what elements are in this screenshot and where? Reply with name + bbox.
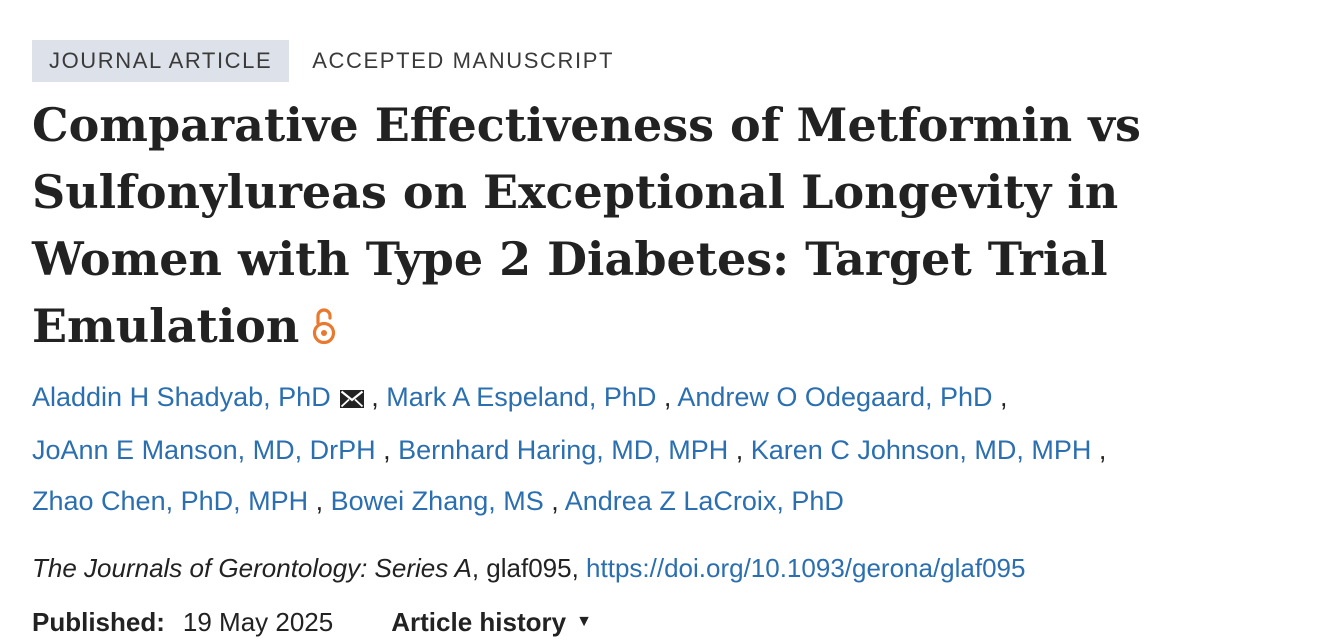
author-list: Aladdin H Shadyab, PhD , Mark A Espeland…: [32, 372, 1292, 527]
open-access-lock-icon: [311, 297, 337, 364]
author-link[interactable]: JoAnn E Manson, MD, DrPH: [32, 435, 376, 465]
published-date: 19 May 2025: [182, 607, 334, 637]
manuscript-status-label: ACCEPTED MANUSCRIPT: [312, 48, 615, 73]
caret-down-icon: ▼: [576, 613, 592, 630]
author-link[interactable]: Zhao Chen, PhD, MPH: [32, 486, 309, 516]
author-link[interactable]: Bowei Zhang, MS: [330, 486, 544, 516]
author-separator: ,: [375, 435, 399, 465]
author-separator: ,: [728, 435, 751, 465]
author-link[interactable]: Andrew O Odegaard, PhD: [677, 382, 993, 412]
published-label: Published:: [32, 607, 165, 637]
envelope-icon[interactable]: [339, 374, 364, 425]
author-separator: ,: [656, 382, 678, 412]
article-id: , glaf095,: [471, 553, 587, 583]
author-link[interactable]: Mark A Espeland, PhD: [386, 382, 657, 412]
author-link[interactable]: Andrea Z LaCroix, PhD: [564, 486, 844, 516]
article-title: Comparative Effectiveness of Metformin v…: [32, 92, 1282, 364]
citation-line: The Journals of Gerontology: Series A, g…: [32, 550, 1302, 586]
article-history-toggle[interactable]: Article history ▼: [391, 604, 592, 640]
article-header: JOURNAL ARTICLE ACCEPTED MANUSCRIPT Comp…: [32, 40, 1302, 640]
article-type-badge: JOURNAL ARTICLE: [32, 40, 290, 82]
author-link[interactable]: Karen C Johnson, MD, MPH: [750, 435, 1092, 465]
author-separator: ,: [543, 486, 565, 516]
author-separator: ,: [992, 382, 1008, 412]
author-separator: ,: [1091, 435, 1107, 465]
publication-info: Published: 19 May 2025 Article history ▼: [32, 604, 1302, 640]
doi-link[interactable]: https://doi.org/10.1093/gerona/glaf095: [586, 553, 1026, 583]
author-link[interactable]: Bernhard Haring, MD, MPH: [398, 435, 729, 465]
journal-name: The Journals of Gerontology: Series A: [32, 553, 472, 583]
author-separator: ,: [363, 382, 387, 412]
badge-row: JOURNAL ARTICLE ACCEPTED MANUSCRIPT: [32, 40, 1302, 82]
author-link[interactable]: Aladdin H Shadyab, PhD: [32, 382, 331, 412]
article-title-text: Comparative Effectiveness of Metformin v…: [32, 98, 1141, 353]
article-history-label: Article history: [391, 607, 567, 637]
author-separator: ,: [308, 486, 331, 516]
